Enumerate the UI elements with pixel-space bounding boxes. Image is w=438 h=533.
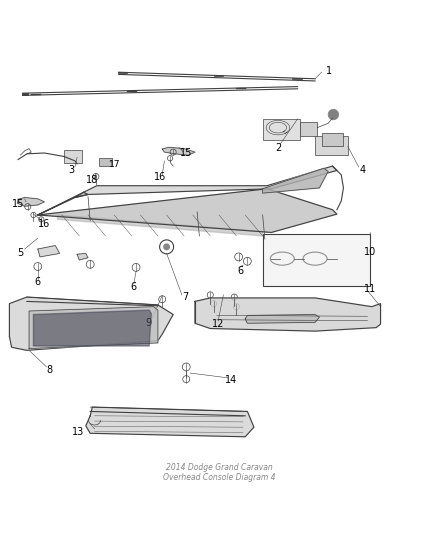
Text: 6: 6 — [35, 277, 41, 287]
Text: 3: 3 — [68, 165, 74, 175]
Text: 15: 15 — [180, 148, 192, 158]
Polygon shape — [162, 147, 195, 155]
Text: 17: 17 — [109, 160, 120, 169]
Text: 1: 1 — [326, 66, 332, 76]
Polygon shape — [75, 166, 337, 198]
Polygon shape — [10, 297, 173, 350]
Text: 5: 5 — [17, 247, 24, 257]
Text: 10: 10 — [364, 247, 376, 257]
Polygon shape — [57, 215, 263, 236]
Polygon shape — [38, 192, 88, 215]
Bar — [99, 158, 112, 166]
Polygon shape — [245, 314, 319, 323]
Text: 13: 13 — [72, 427, 85, 438]
Polygon shape — [86, 407, 254, 437]
Text: 18: 18 — [86, 175, 99, 185]
Text: 4: 4 — [359, 165, 365, 175]
Text: 12: 12 — [212, 319, 224, 329]
Polygon shape — [77, 253, 88, 260]
Text: 14: 14 — [225, 375, 237, 385]
Polygon shape — [33, 310, 151, 346]
Text: 2014 Dodge Grand Caravan
Overhead Console Diagram 4: 2014 Dodge Grand Caravan Overhead Consol… — [163, 463, 275, 482]
Circle shape — [163, 244, 170, 251]
Text: 6: 6 — [237, 266, 243, 276]
Text: 11: 11 — [364, 284, 376, 294]
Text: 8: 8 — [46, 365, 53, 375]
Bar — [315, 136, 348, 155]
Polygon shape — [17, 198, 44, 206]
Bar — [64, 150, 82, 163]
Polygon shape — [38, 246, 60, 257]
Text: 7: 7 — [182, 292, 188, 302]
Circle shape — [328, 109, 339, 120]
Text: 2: 2 — [275, 143, 282, 153]
Bar — [300, 123, 317, 135]
Polygon shape — [195, 298, 381, 331]
Polygon shape — [29, 306, 158, 349]
Text: 9: 9 — [145, 318, 152, 328]
Text: 6: 6 — [131, 282, 137, 292]
Bar — [263, 119, 300, 140]
Text: 16: 16 — [154, 173, 166, 182]
Text: 15: 15 — [12, 199, 25, 209]
Bar — [263, 234, 370, 286]
Polygon shape — [38, 189, 337, 232]
Text: 16: 16 — [38, 219, 50, 229]
Polygon shape — [263, 168, 328, 193]
Bar — [321, 133, 343, 147]
